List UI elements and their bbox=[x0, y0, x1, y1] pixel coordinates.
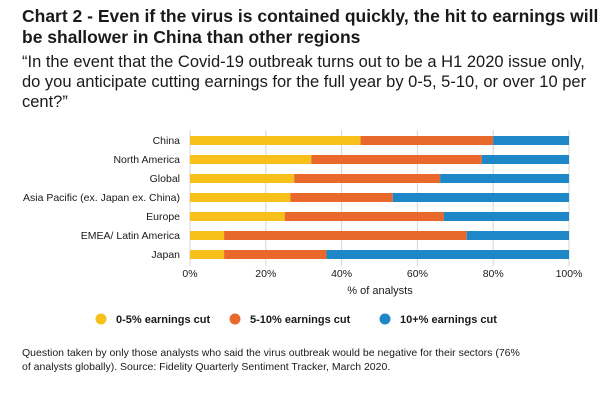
x-tick-label: 100% bbox=[556, 268, 583, 280]
x-tick-label: 40% bbox=[331, 268, 352, 280]
footnote: Question taken by only those analysts wh… bbox=[22, 346, 607, 374]
category-label: Europe bbox=[146, 211, 180, 223]
legend-item: 10+% earnings cut bbox=[379, 313, 497, 326]
bar-segment bbox=[224, 231, 467, 240]
legend-swatch bbox=[379, 313, 391, 325]
category-label: Asia Pacific (ex. Japan ex. China) bbox=[23, 192, 180, 204]
legend-item: 0-5% earnings cut bbox=[95, 313, 210, 326]
category-labels: China North America Global Asia Pacific (ex… bbox=[23, 135, 180, 261]
bar-segment bbox=[481, 155, 569, 164]
bar-segment bbox=[284, 212, 444, 221]
bar-segment bbox=[311, 155, 482, 164]
x-tick-label: 80% bbox=[483, 268, 504, 280]
bar-segment bbox=[190, 231, 225, 240]
footnote-line-1: Question taken by only those analysts wh… bbox=[22, 347, 520, 359]
chart-title: Chart 2 - Even if the virus is contained… bbox=[22, 6, 599, 47]
x-tick-label: 60% bbox=[407, 268, 428, 280]
bar-segment bbox=[190, 193, 291, 202]
category-label: North America bbox=[113, 154, 180, 166]
legend-swatch bbox=[95, 313, 107, 325]
footnote-line-2: of analysts globally). Source: Fidelity … bbox=[22, 361, 391, 373]
bar-segment bbox=[392, 193, 569, 202]
category-label: EMEA/ Latin America bbox=[81, 230, 180, 242]
bar-segment bbox=[466, 231, 569, 240]
bar-segment bbox=[290, 193, 393, 202]
category-label: China bbox=[153, 135, 181, 147]
x-tick-label: 20% bbox=[255, 268, 276, 280]
bar-segment bbox=[294, 174, 441, 183]
legend-swatch bbox=[229, 313, 241, 325]
category-label: Japan bbox=[151, 249, 180, 261]
bar-segment bbox=[190, 136, 361, 145]
bar-segment bbox=[190, 155, 312, 164]
bar-segment bbox=[190, 250, 225, 259]
bar-segment bbox=[326, 250, 569, 259]
bar-segment bbox=[360, 136, 494, 145]
bar-segment bbox=[440, 174, 569, 183]
legend: 0-5% earnings cut 5-10% earnings cut 10+% … bbox=[95, 313, 497, 326]
category-label: Global bbox=[150, 173, 180, 185]
bar-segment bbox=[190, 174, 295, 183]
legend-item: 5-10% earnings cut bbox=[229, 313, 351, 326]
x-axis-label: % of analysts bbox=[347, 285, 413, 297]
legend-label: 5-10% earnings cut bbox=[250, 314, 351, 326]
legend-label: 0-5% earnings cut bbox=[116, 314, 210, 326]
survey-question: “In the event that the Covid-19 outbreak… bbox=[22, 53, 587, 111]
bar-segment bbox=[443, 212, 569, 221]
bar-segment bbox=[224, 250, 327, 259]
bar-segment bbox=[190, 212, 285, 221]
bars bbox=[190, 136, 569, 259]
legend-label: 10+% earnings cut bbox=[400, 314, 497, 326]
x-tick-labels: 0% 20% 40% 60% 80% 100% bbox=[182, 268, 582, 280]
x-tick-label: 0% bbox=[182, 268, 197, 280]
bar-segment bbox=[493, 136, 569, 145]
